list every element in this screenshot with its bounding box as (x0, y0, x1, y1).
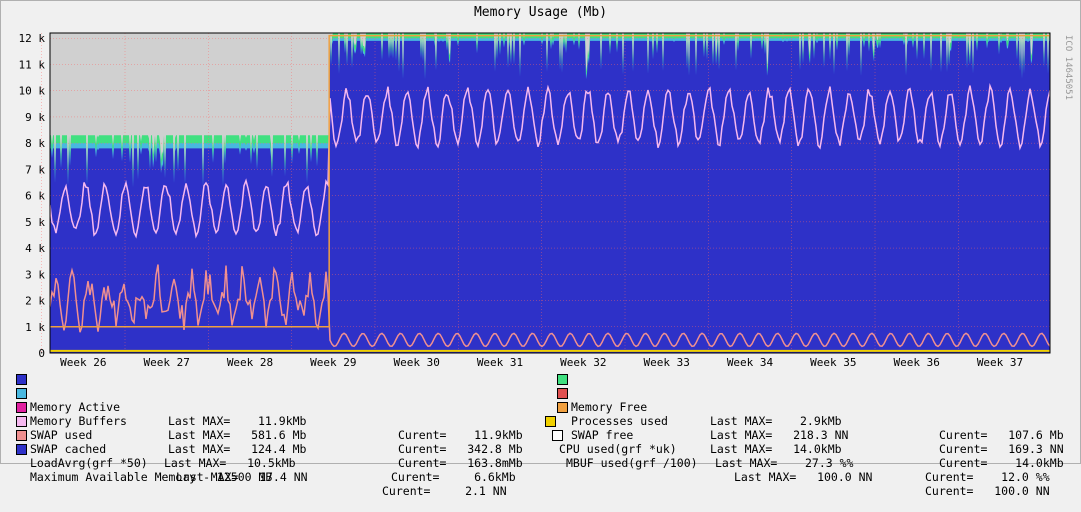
x-tick-label: Week 37 (977, 356, 1023, 369)
legend-current: Curent= 342.8 Mb (398, 442, 523, 456)
y-tick-label: 3 k (25, 268, 45, 281)
x-tick-label: Week 28 (227, 356, 273, 369)
line-swap-free (50, 34, 1050, 328)
legend-current: Curent= 14.0kMb (939, 456, 1064, 470)
line-loadavrg (49, 264, 1051, 348)
legend-last-max: Last MAX= 14.0kMb (710, 442, 842, 456)
legend-row-memory-buffers: Memory Buffers Last MAX= 581.6 Mb Curent… (16, 386, 1076, 456)
legend-label: SWAP free (571, 428, 634, 442)
chart-plot: 0 1 k 2 k 3 k 4 k 5 k 6 k 7 k 8 k 9 k 10 k 11 k 12 k… (19, 32, 1051, 369)
legend-swatch-max-available (16, 444, 27, 455)
y-tick-label: 10 k (19, 85, 46, 98)
legend-label: SWAP cached (30, 442, 107, 456)
legend-row-memory-active: Memory Active Last MAX= 11.9kMb Curent= … (16, 372, 1076, 442)
x-tick-label: Week 33 (643, 356, 689, 369)
legend-row-swap-free: SWAP free Last MAX= 14.0kMb Curent= 14.0… (557, 400, 1077, 470)
plot-border (49, 32, 1051, 354)
legend-label: Processes used (571, 414, 668, 428)
legend-swatch-mbuf-used (552, 430, 563, 441)
legend-row-processes-used: Processes used Last MAX= 218.3 NN Curent… (557, 386, 1077, 456)
y-tick-label: 0 (38, 347, 45, 360)
y-tick-label: 8 k (25, 137, 45, 150)
legend-last-max: Last MAX= 27.3 %% (715, 456, 854, 470)
x-tick-label: Week 35 (810, 356, 856, 369)
legend-current: Curent= 2.1 NN (382, 484, 507, 498)
legend-row-mbuf-used: MBUF used(grf /100) Last MAX= 100.0 NN C… (552, 428, 1077, 498)
legend-current: Curent= 11.9kMb (398, 428, 523, 442)
legend-swatch-swap-used (16, 402, 27, 413)
chart-title: Memory Usage (Mb) (473, 5, 608, 20)
x-tick-label: Week 31 (477, 356, 523, 369)
legend-label: Maximum Available Memory - 12500 MB (30, 470, 273, 484)
legend-current: Curent= 163.8mMb (398, 456, 523, 470)
legend-current: Curent= 169.3 NN (939, 442, 1064, 456)
legend: Memory Active Last MAX= 11.9kMb Curent= … (0, 370, 1081, 498)
y-tick-label: 2 k (25, 295, 45, 308)
y-tick-label: 12 k (19, 32, 46, 45)
legend-current: Curent= 107.6 Mb (939, 428, 1064, 442)
legend-last-max: Last MAX= 124.4 Mb (168, 442, 307, 456)
legend-last-max: Last MAX= 11.9kMb (168, 414, 307, 428)
legend-swatch-loadavrg (16, 430, 27, 441)
legend-swatch-memory-free (557, 374, 568, 385)
legend-last-max: Last MAX= 100.0 NN (734, 470, 873, 484)
legend-last-max: Last MAX= 10.5kMb (164, 456, 296, 470)
legend-swatch-memory-active (16, 374, 27, 385)
legend-current: Curent= 12.0 %% (925, 470, 1050, 484)
legend-row-max-available: Maximum Available Memory - 12500 MB (16, 442, 616, 484)
area-memory-active (50, 40, 1050, 354)
y-tick-label: 7 k (25, 163, 45, 176)
line-swap-cached (49, 83, 1051, 239)
y-tick-label: 5 k (25, 216, 45, 229)
legend-label: CPU used(grf *uk) (559, 442, 677, 456)
x-tick-label: Week 29 (310, 356, 356, 369)
x-tick-label: Week 26 (60, 356, 106, 369)
y-tick-label: 11 k (19, 58, 46, 71)
legend-last-max: Last MAX= 2.9kMb (710, 414, 842, 428)
legend-swatch-memory-buffers (16, 388, 27, 399)
legend-row-cpu-used: CPU used(grf *uk) Last MAX= 27.3 %% Cure… (545, 414, 1077, 484)
side-label: ICO 14645051 (1063, 35, 1073, 101)
legend-current: Curent= 100.0 NN (925, 484, 1050, 498)
legend-last-max: Last MAX= 218.3 NN (710, 428, 849, 442)
y-tick-label: 6 k (25, 190, 45, 203)
x-tick-label: Week 30 (393, 356, 439, 369)
legend-swatch-cpu-used (545, 416, 556, 427)
legend-last-max: Last MAX= 581.6 Mb (168, 428, 307, 442)
y-tick-label: 4 k (25, 242, 45, 255)
legend-current: Curent= 6.6kMb (391, 470, 516, 484)
y-tick-label: 9 k (25, 111, 45, 124)
legend-label: MBUF used(grf /100) (566, 456, 698, 470)
x-tick-label: Week 27 (143, 356, 189, 369)
legend-row-memory-free: Memory Free Last MAX= 2.9kMb Curent= 107… (557, 372, 1077, 442)
x-tick-label: Week 32 (560, 356, 606, 369)
x-tick-label: Week 34 (727, 356, 774, 369)
legend-label: Memory Free (571, 400, 648, 414)
y-tick-label: 1 k (25, 321, 45, 334)
legend-swatch-swap-free (557, 402, 568, 413)
legend-label: LoadAvrg(grf *50) (30, 456, 148, 470)
x-tick-label: Week 36 (893, 356, 939, 369)
legend-swatch-swap-cached (16, 416, 27, 427)
legend-label: SWAP used (30, 428, 93, 442)
legend-label: Memory Active (30, 400, 121, 414)
legend-label: Memory Buffers (30, 414, 127, 428)
legend-swatch-processes-used (557, 388, 568, 399)
